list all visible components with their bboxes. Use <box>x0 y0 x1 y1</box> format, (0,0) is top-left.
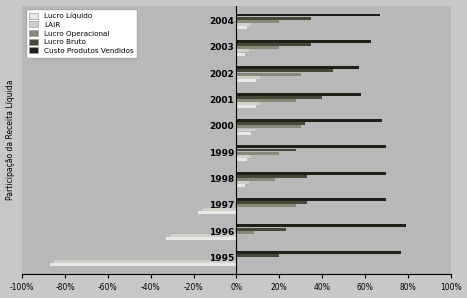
Bar <box>236 178 275 181</box>
Bar <box>236 231 254 234</box>
Bar <box>236 14 380 16</box>
Text: 2000: 2000 <box>210 122 234 131</box>
Bar <box>236 125 301 128</box>
Bar <box>236 158 247 161</box>
Bar <box>236 105 256 108</box>
Bar <box>236 148 297 151</box>
Bar <box>236 181 249 184</box>
Bar <box>236 79 256 82</box>
Bar <box>236 102 260 105</box>
Bar <box>166 237 236 240</box>
Bar <box>236 204 297 207</box>
Text: 2001: 2001 <box>210 96 234 105</box>
Bar <box>236 184 245 187</box>
Bar <box>236 93 361 96</box>
Bar <box>236 73 301 76</box>
Bar <box>236 152 279 155</box>
Bar <box>170 234 236 237</box>
Text: 1999: 1999 <box>209 149 234 158</box>
Legend: Lucro Líquido, LAIR, Lucro Operacional, Lucro Bruto, Custo Produtos Vendidos: Lucro Líquido, LAIR, Lucro Operacional, … <box>26 9 137 58</box>
Bar <box>236 251 401 254</box>
Text: 1998: 1998 <box>209 175 234 184</box>
Bar <box>236 119 382 122</box>
Bar <box>50 263 236 266</box>
Bar <box>236 201 307 204</box>
Bar <box>236 122 305 125</box>
Text: 1996: 1996 <box>209 228 234 237</box>
Bar <box>236 40 371 43</box>
Bar <box>236 96 322 99</box>
Bar <box>236 53 245 55</box>
Bar <box>236 49 249 52</box>
Bar <box>236 99 297 102</box>
Bar <box>236 46 279 49</box>
Bar <box>198 211 236 214</box>
Bar <box>54 260 236 263</box>
Bar <box>236 76 260 79</box>
Bar <box>236 145 386 148</box>
Y-axis label: Participação da Receita Líquida: Participação da Receita Líquida <box>6 80 14 200</box>
Bar <box>236 69 333 72</box>
Bar <box>236 172 386 175</box>
Bar <box>236 26 247 29</box>
Text: 2003: 2003 <box>210 43 234 52</box>
Bar <box>236 198 386 201</box>
Bar <box>236 128 256 131</box>
Bar <box>236 228 286 231</box>
Bar <box>236 43 311 46</box>
Text: 2002: 2002 <box>210 70 234 79</box>
Bar <box>236 23 251 26</box>
Bar <box>236 175 307 178</box>
Bar <box>236 20 279 23</box>
Bar <box>236 254 279 257</box>
Text: 2004: 2004 <box>209 17 234 26</box>
Bar <box>236 132 251 135</box>
Text: 1997: 1997 <box>209 201 234 210</box>
Text: 1995: 1995 <box>209 254 234 263</box>
Bar <box>236 155 251 158</box>
Bar <box>202 208 236 210</box>
Bar <box>236 224 406 227</box>
Bar <box>236 66 359 69</box>
Bar <box>236 17 311 20</box>
